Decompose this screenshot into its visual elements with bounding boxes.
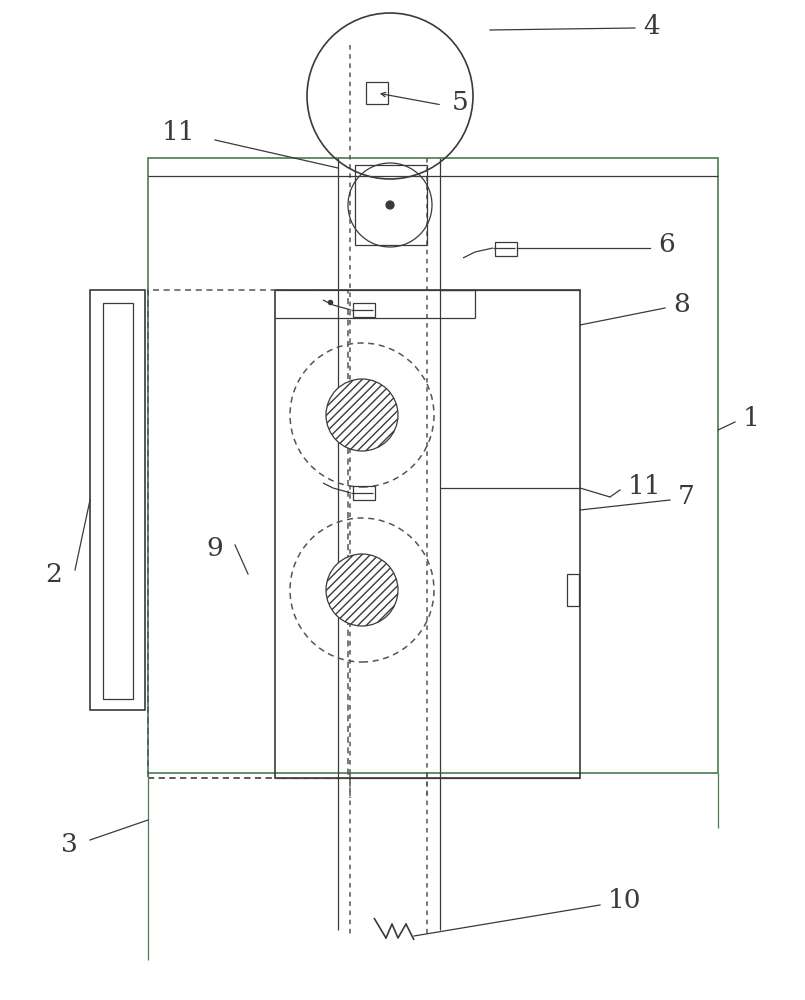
Bar: [366, 82, 388, 104]
Text: 1: 1: [743, 406, 760, 432]
Text: 8: 8: [673, 292, 690, 316]
Text: 5: 5: [452, 90, 469, 114]
Text: 11: 11: [162, 119, 195, 144]
Text: 2: 2: [45, 562, 62, 586]
Text: 6: 6: [658, 232, 675, 256]
Bar: [353, 303, 375, 317]
Bar: [103, 303, 133, 699]
Text: 10: 10: [608, 888, 642, 914]
Text: 4: 4: [643, 13, 660, 38]
Text: 11: 11: [628, 475, 662, 499]
Text: 7: 7: [678, 485, 695, 510]
Text: 3: 3: [61, 832, 78, 856]
Bar: [148, 158, 718, 773]
Circle shape: [326, 554, 398, 626]
Bar: [275, 290, 580, 778]
Bar: [353, 486, 375, 500]
Text: 9: 9: [206, 536, 223, 562]
Bar: [90, 290, 145, 710]
Circle shape: [386, 201, 394, 209]
Circle shape: [326, 379, 398, 451]
Bar: [355, 165, 427, 245]
Bar: [495, 242, 517, 256]
Bar: [148, 290, 348, 778]
Bar: [567, 574, 579, 606]
